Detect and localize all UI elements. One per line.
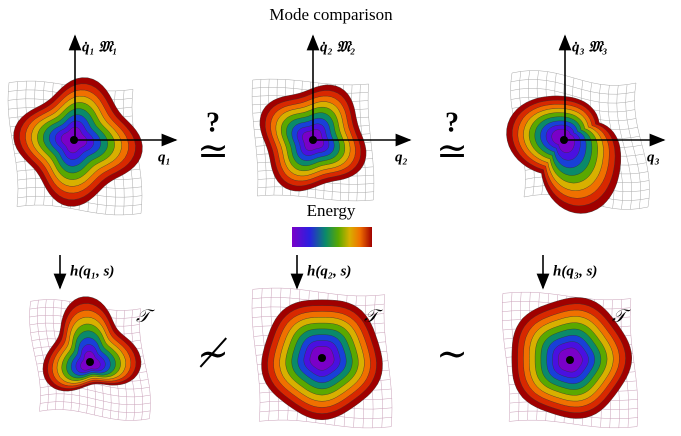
velocity-label: q̇₃ 𝔐₃ — [572, 39, 608, 55]
mesh-line — [251, 289, 261, 422]
mesh-line — [139, 308, 151, 419]
position-label: q₁ — [158, 149, 171, 165]
mesh-line — [616, 85, 632, 210]
mesh-line — [259, 419, 392, 429]
equilibrium-point — [566, 356, 574, 364]
equilibrium-point — [70, 136, 78, 144]
map-label: h(q₂, s) — [307, 263, 351, 279]
energy-shapes — [7, 70, 650, 429]
mesh-line — [40, 393, 151, 405]
mesh-line — [40, 401, 151, 413]
position-label: q₂ — [395, 149, 408, 165]
target-label: 𝒯 — [612, 306, 631, 326]
relation-symbol: ≃ — [197, 131, 229, 173]
relation-symbol: ≃ — [436, 131, 468, 173]
mesh-line — [509, 419, 638, 429]
relation-mark: ? — [445, 107, 459, 138]
relation-mark: ? — [206, 107, 220, 138]
mesh-line — [257, 186, 374, 193]
velocity-label: q̇₁ 𝔐₁ — [82, 39, 118, 55]
legend-label: Energy — [307, 201, 356, 220]
mesh-line — [625, 84, 641, 209]
relation-symbol: ≁ — [197, 334, 229, 376]
mesh-line — [634, 82, 650, 208]
colorbar — [292, 227, 372, 247]
map-label: h(q₁, s) — [70, 263, 114, 279]
mesh-line — [629, 298, 639, 427]
relation-symbol: ∼ — [436, 334, 468, 376]
mesh-line — [383, 294, 393, 427]
equilibrium-point — [560, 136, 568, 144]
mesh-line — [257, 194, 374, 202]
axes — [53, 34, 666, 290]
velocity-label: q̇₂ 𝔐₂ — [320, 39, 356, 55]
mesh-line — [16, 204, 142, 216]
title: Mode comparison — [269, 5, 393, 24]
position-label: q₃ — [647, 149, 660, 165]
mesh-line — [39, 409, 150, 421]
target-label: 𝒯 — [136, 306, 155, 326]
equilibrium-point — [318, 354, 326, 362]
map-label: h(q₃, s) — [553, 263, 597, 279]
equilibrium-point — [86, 358, 94, 366]
mesh-line — [367, 83, 375, 201]
